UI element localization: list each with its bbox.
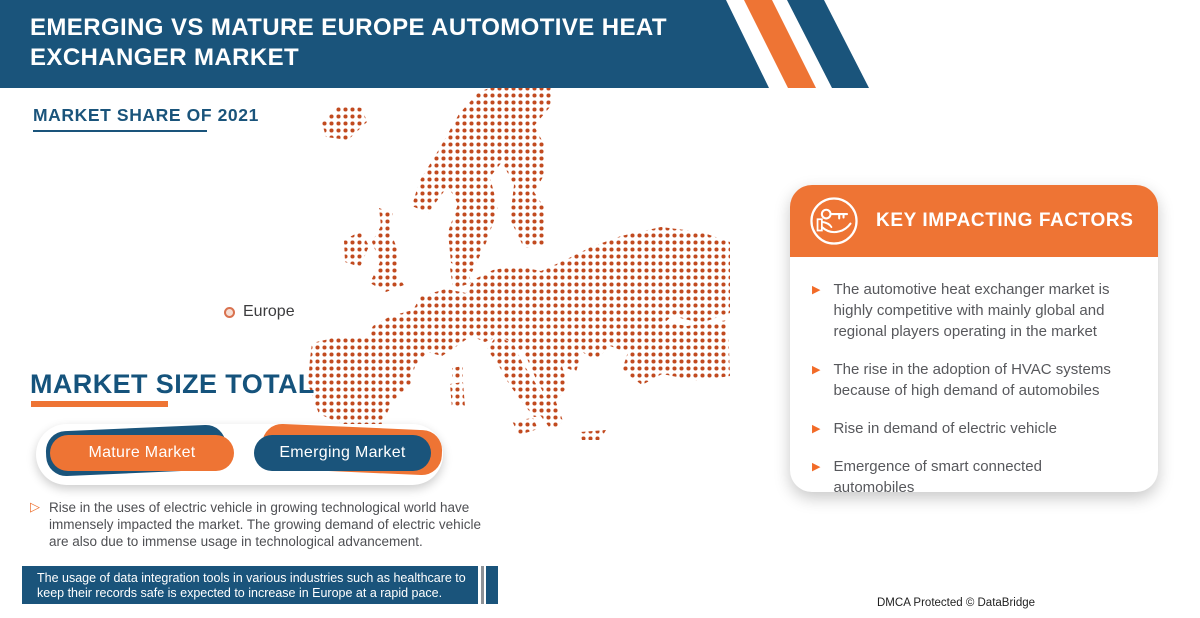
bottom-bar-end-block bbox=[486, 566, 498, 604]
hand-holding-key-icon bbox=[810, 197, 858, 245]
page-title: EMERGING VS MATURE EUROPE AUTOMOTIVE HEA… bbox=[30, 13, 730, 73]
heading-underline-bar bbox=[31, 401, 168, 407]
arrow-bullet-icon: ▶ bbox=[812, 422, 821, 435]
arrow-bullet-icon: ▶ bbox=[812, 460, 821, 473]
europe-dot-map bbox=[300, 85, 730, 440]
list-item: ▶ Rise in demand of electric vehicle bbox=[812, 418, 1134, 439]
page-title-line1: EMERGING VS MATURE EUROPE AUTOMOTIVE HEA… bbox=[30, 14, 667, 41]
arrow-bullet-icon: ▶ bbox=[812, 363, 821, 376]
key-factors-list: ▶ The automotive heat exchanger market i… bbox=[790, 257, 1158, 492]
factor-text: The automotive heat exchanger market is … bbox=[833, 281, 1110, 340]
market-note: ▷ Rise in the uses of electric vehicle i… bbox=[30, 499, 500, 550]
key-factors-card: KEY IMPACTING FACTORS ▶ The automotive h… bbox=[790, 185, 1158, 492]
arrow-bullet-icon: ▶ bbox=[812, 283, 821, 296]
bottom-bar-divider bbox=[481, 566, 484, 604]
dotted-europe-map-svg bbox=[308, 85, 730, 440]
dmca-notice: DMCA Protected © DataBridge bbox=[877, 597, 1036, 609]
market-share-subtitle: MARKET SHARE OF 2021 bbox=[33, 105, 259, 125]
key-factors-header: KEY IMPACTING FACTORS bbox=[790, 185, 1158, 257]
factor-text: The rise in the adoption of HVAC systems… bbox=[833, 361, 1111, 399]
triangle-bullet-icon: ▷ bbox=[30, 500, 40, 515]
mature-market-button[interactable]: Mature Market bbox=[50, 435, 234, 471]
factor-text: Rise in demand of electric vehicle bbox=[833, 420, 1057, 437]
europe-region-label: Europe bbox=[224, 303, 295, 321]
subtitle-underline bbox=[33, 130, 207, 132]
market-buttons-container: Mature Market Emerging Market bbox=[36, 423, 443, 485]
market-size-heading: MARKET SIZE TOTAL bbox=[30, 369, 315, 399]
list-item: ▶ The automotive heat exchanger market i… bbox=[812, 279, 1134, 342]
list-item: ▶ The rise in the adoption of HVAC syste… bbox=[812, 359, 1134, 401]
factor-text: Emergence of smart connected automobiles bbox=[833, 458, 1042, 492]
bottom-info-bar: The usage of data integration tools in v… bbox=[22, 566, 478, 604]
key-factors-title: KEY IMPACTING FACTORS bbox=[876, 210, 1134, 231]
page-title-line2: EXCHANGER MARKET bbox=[30, 44, 300, 71]
market-note-text: Rise in the uses of electric vehicle in … bbox=[49, 500, 481, 549]
emerging-market-button[interactable]: Emerging Market bbox=[254, 435, 431, 471]
region-marker-icon bbox=[224, 306, 235, 318]
header-banner: EMERGING VS MATURE EUROPE AUTOMOTIVE HEA… bbox=[0, 0, 1200, 88]
banner-background bbox=[0, 0, 769, 88]
region-label-text: Europe bbox=[243, 303, 295, 320]
list-item: ▶ Emergence of smart connected automobil… bbox=[812, 456, 1134, 492]
